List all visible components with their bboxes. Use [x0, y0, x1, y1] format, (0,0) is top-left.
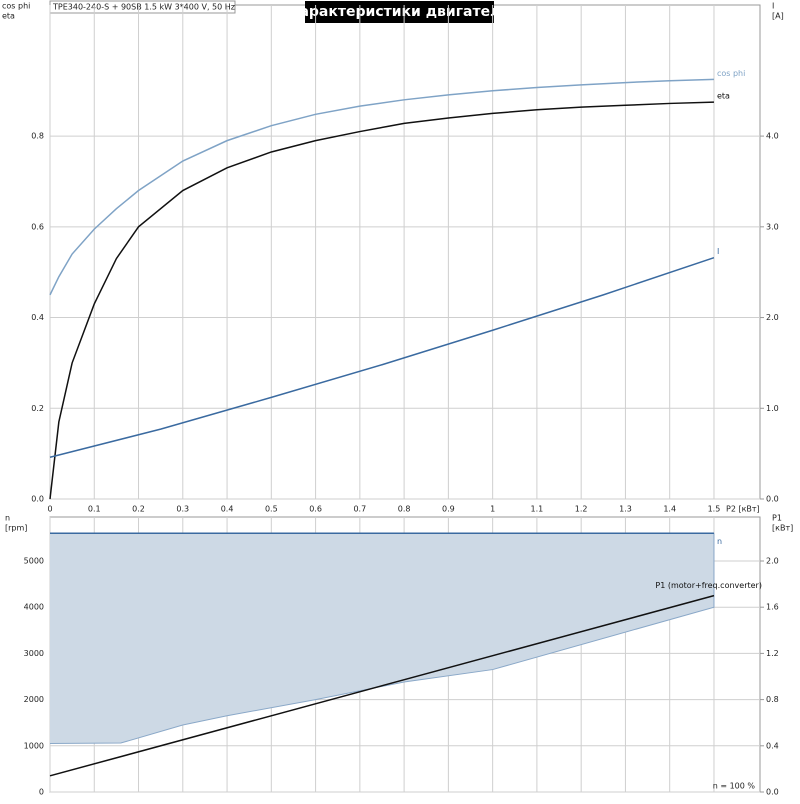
y-tick-label: 4000 [24, 603, 44, 612]
x-tick-label: 0.3 [176, 505, 189, 514]
y-tick-label: 0.0 [31, 495, 44, 504]
y2-tick-label: 0.0 [766, 788, 779, 797]
x-tick-label: 0.7 [353, 505, 366, 514]
x-tick-label: 1.4 [663, 505, 676, 514]
y-tick-label: 0.2 [31, 404, 44, 413]
y2-tick-label: 2.0 [766, 557, 779, 566]
x-axis-label: P2 [кВт] [726, 505, 760, 514]
x-tick-label: 0.2 [132, 505, 145, 514]
y-axis-label: [rpm] [5, 524, 27, 533]
title: Характеристики двигателя [289, 4, 510, 20]
y2-tick-label: 2.0 [766, 313, 779, 322]
y-tick-label: 5000 [24, 556, 44, 565]
x-tick-label: 0.1 [88, 505, 101, 514]
y-tick-label: 0 [39, 788, 44, 797]
plot-frame [49, 4, 761, 500]
y2-tick-label: 3.0 [766, 222, 779, 231]
y2-tick-label: 0.4 [766, 741, 779, 750]
y2-tick-label: 0.0 [766, 495, 779, 504]
x-tick-label: 1.1 [531, 505, 544, 514]
y2-tick-label: 1.0 [766, 404, 779, 413]
info: TPE340-240-S + 90SB 1.5 kW 3*400 V, 50 H… [52, 3, 235, 12]
series-line [49, 101, 714, 500]
series-label: eta [717, 92, 730, 101]
y-axis-label: cos phi [2, 2, 30, 11]
band-lower-line [49, 533, 715, 744]
grid-layer [49, 5, 760, 793]
x-tick-label: 1.3 [619, 505, 632, 514]
y-tick-label: 3000 [24, 649, 44, 658]
y-tick-label: 1000 [24, 741, 44, 750]
y2-tick-label: 1.6 [766, 603, 779, 612]
y-tick-label: 0.4 [31, 313, 44, 322]
series-line [49, 256, 715, 458]
x-tick-label: 1 [490, 505, 495, 514]
y2-tick-label: 4.0 [766, 132, 779, 141]
x-tick-label: 0.4 [221, 505, 234, 514]
x-tick-label: 0.6 [309, 505, 322, 514]
x-tick-label: 1.2 [575, 505, 588, 514]
y-tick-label: 0.8 [31, 132, 44, 141]
x-tick-label: 0.9 [442, 505, 455, 514]
y2-axis-label: P1 [772, 514, 782, 523]
y2-axis-label: [кВт] [772, 524, 793, 533]
title-box [305, 1, 494, 23]
series-label: n [717, 537, 722, 546]
y-axis-label: n [5, 514, 10, 523]
series-label: cos phi [717, 69, 745, 78]
y2-tick-label: 1.2 [766, 649, 779, 658]
x-tick-label: 0.5 [265, 505, 278, 514]
x-tick-label: 0.8 [398, 505, 411, 514]
note: n = 100 % [713, 782, 756, 791]
y2-axis-label: I [772, 2, 774, 11]
y-axis-label: eta [2, 12, 15, 21]
series-label: P1 (motor+freq.converter) [655, 581, 762, 590]
series-line [49, 594, 715, 777]
series-line [49, 78, 714, 296]
x-tick-label: 1.5 [708, 505, 721, 514]
y2-tick-label: 0.8 [766, 695, 779, 704]
y2-axis-label: [A] [772, 12, 784, 21]
band-area [50, 533, 714, 744]
y-tick-label: 0.6 [31, 222, 44, 231]
x-tick-label: 0 [47, 505, 52, 514]
series-label: I [717, 247, 719, 256]
y-tick-label: 2000 [24, 695, 44, 704]
